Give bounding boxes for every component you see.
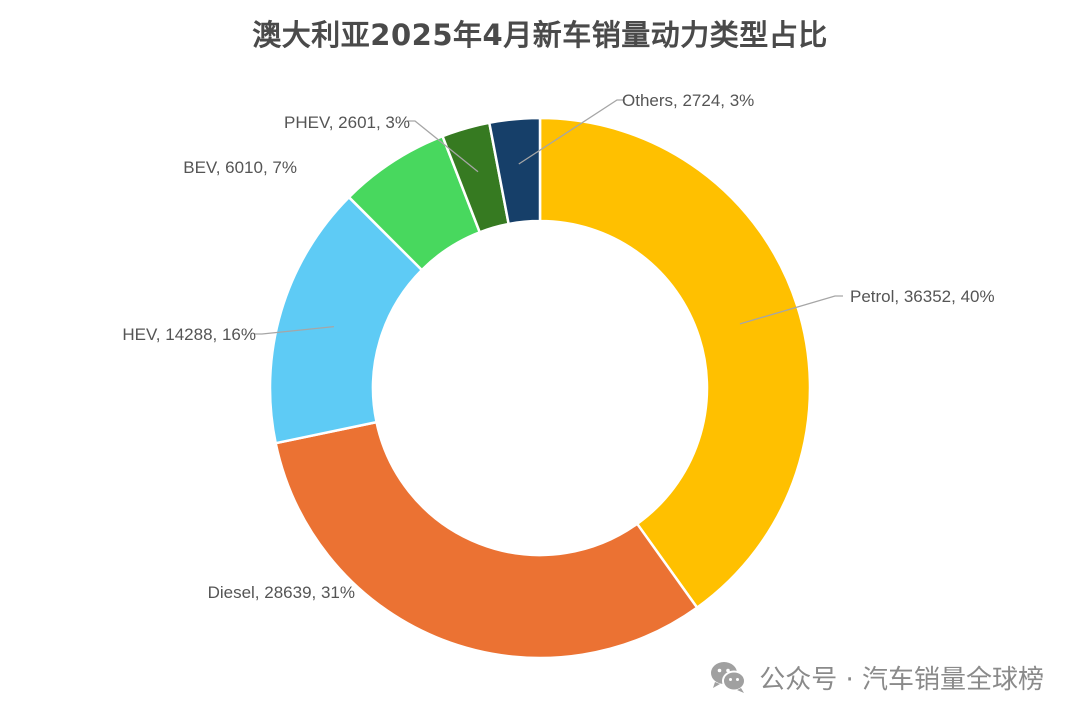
slice-others	[487, 116, 542, 226]
data-label-petrol: Petrol, 36352, 40%	[850, 287, 995, 306]
watermark-text: 公众号 · 汽车销量全球榜	[759, 664, 1044, 695]
leader-line-hev	[254, 325, 335, 335]
leaders-layer	[254, 99, 843, 335]
data-label-hev: HEV, 14288, 16%	[122, 325, 256, 344]
labels-layer: Petrol, 36352, 40% Diesel, 28639, 31% HEV,…	[122, 91, 994, 602]
leader-line-others	[518, 99, 625, 165]
data-label-phev: PHEV, 2601, 3%	[284, 113, 410, 132]
slice-petrol	[538, 116, 812, 610]
data-label-others: Others, 2724, 3%	[622, 91, 754, 110]
chart-title: 澳大利亚2025年4月新车销量动力类型占比	[252, 18, 828, 52]
watermark: 公众号 · 汽车销量全球榜	[709, 659, 1044, 695]
leader-line-petrol	[739, 295, 843, 325]
wechat-icon	[711, 662, 747, 693]
data-label-diesel: Diesel, 28639, 31%	[208, 583, 355, 602]
slices-layer	[268, 116, 812, 660]
leader-line-phev	[407, 120, 479, 173]
slice-diesel	[274, 420, 699, 660]
data-label-bev: BEV, 6010, 7%	[183, 158, 297, 177]
